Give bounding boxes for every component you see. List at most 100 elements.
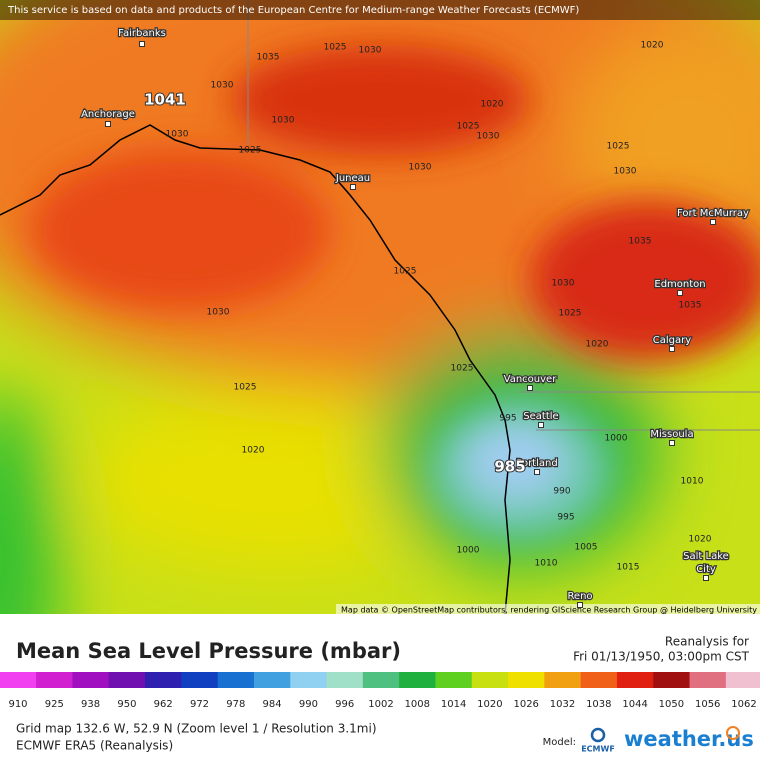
colorbar-swatch [108,672,146,688]
model-name: ECMWF ERA5 (Reanalysis) [16,739,173,753]
colorbar-swatch [326,672,364,688]
isobar-label: 1025 [607,142,630,152]
colorbar-swatch [689,672,727,688]
isobar-label: 1030 [207,308,230,318]
city-label: City [696,564,716,575]
colorbar-swatch [181,672,219,688]
isobar-label: 1005 [575,543,598,553]
colorbar-tick-label: 978 [226,699,245,710]
isobar-label: 1030 [272,116,295,126]
isobar-label: 1020 [586,340,609,350]
colorbar-tick-label: 1002 [368,699,393,710]
colorbar-swatch [653,672,691,688]
colorbar-tick-label: 1026 [513,699,538,710]
colorbar: 910 925 938 950 962 972 978 984 990 996 1002 1008 10… [0,672,760,710]
isobar-label: 985 [494,458,525,476]
model-logo-icon [590,727,606,743]
isobar-label: 1030 [552,279,575,289]
colorbar-tick-label: 1044 [622,699,647,710]
city-marker [534,469,540,475]
colorbar-swatch [725,672,760,688]
colorbar-swatch [580,672,618,688]
colorbar-swatch [471,672,509,688]
attribution-bg [336,604,760,615]
colorbar-swatch [508,672,545,688]
isobar-label: 1035 [629,237,652,247]
city-marker [669,346,675,352]
isobar-label: 1030 [409,163,432,173]
colorbar-swatch [362,672,400,688]
city-marker [677,290,683,296]
model-logo: ECMWF [581,745,615,754]
isobar-label: 1025 [394,267,417,277]
city-marker [350,184,356,190]
colorbar-tick-label: 1008 [405,699,430,710]
colorbar-swatch [435,672,473,688]
isobar-label: 1041 [144,91,186,109]
isobar-label: 1000 [457,546,480,556]
city-label: Anchorage [81,109,135,120]
isobar-label: 990 [553,487,570,497]
banner: This service is based on data and produc… [7,5,579,16]
colorbar-swatch [0,672,37,688]
colorbar-tick-label: 925 [45,699,64,710]
colorbar-tick-label: 990 [299,699,318,710]
isobar-label: 1030 [211,81,234,91]
coastline [0,124,511,614]
colorbar-tick-label: 1038 [586,699,611,710]
isobar-label: 1035 [257,53,280,63]
city-marker [139,41,145,47]
attribution: Map data © OpenStreetMap contributors, r… [341,606,757,615]
city-label: Seattle [523,411,558,422]
datetime: Fri 01/13/1950, 03:00pm CST [573,650,750,664]
isobar-label: 1010 [535,559,558,569]
colorbar-tick-label: 1020 [477,699,502,710]
colorbar-swatch [36,672,73,688]
city-marker [105,121,111,127]
isobar-label: 1020 [242,446,265,456]
grid-info: Grid map 132.6 W, 52.9 N (Zoom level 1 /… [16,722,377,736]
isobar-label: 1025 [457,122,480,132]
isobar-label: 995 [557,513,574,523]
title: Mean Sea Level Pressure (mbar) [16,639,401,663]
isobar-label: 1025 [239,146,262,156]
reanalysis-label: Reanalysis for [665,635,749,649]
colorbar-tick-label: 962 [154,699,173,710]
colorbar-tick-label: 1032 [550,699,575,710]
borders [247,0,760,431]
isobar-label: 1025 [559,309,582,319]
city-label: Edmonton [654,279,705,290]
isobar-label: 1030 [477,132,500,142]
isobar-label: 1025 [324,43,347,53]
city-label: Fairbanks [118,28,166,39]
isobar-label: 1035 [679,301,702,311]
city-label: Missoula [650,429,693,440]
isobar-label: 1030 [614,167,637,177]
city-label: Juneau [335,173,370,184]
isobar-label: 1030 [166,130,189,140]
city-label: Portland [516,458,557,469]
isobar-label: 1010 [681,477,704,487]
colorbar-tick-label: 910 [8,699,27,710]
colorbar-swatch [399,672,436,688]
colorbar-swatch [616,672,654,688]
city-label: Calgary [653,335,691,346]
city-label: Reno [567,591,592,602]
isobar-label: 1020 [481,100,504,110]
isobar-label: 1015 [617,563,640,573]
isobar-label: 995 [499,414,516,424]
model-label: Model: [543,737,576,748]
colorbar-tick-label: 984 [263,699,282,710]
isobar-label: 1020 [689,535,712,545]
colorbar-swatch [145,672,182,688]
colorbar-tick-label: 1014 [441,699,466,710]
colorbar-swatch [217,672,255,688]
colorbar-tick-label: 996 [335,699,354,710]
colorbar-tick-label: 950 [117,699,136,710]
city-marker [538,422,544,428]
banner-bg [0,0,760,20]
colorbar-tick-label: 938 [81,699,100,710]
city-label: Fort McMurray [677,208,749,219]
isobar-label: 1020 [641,41,664,51]
